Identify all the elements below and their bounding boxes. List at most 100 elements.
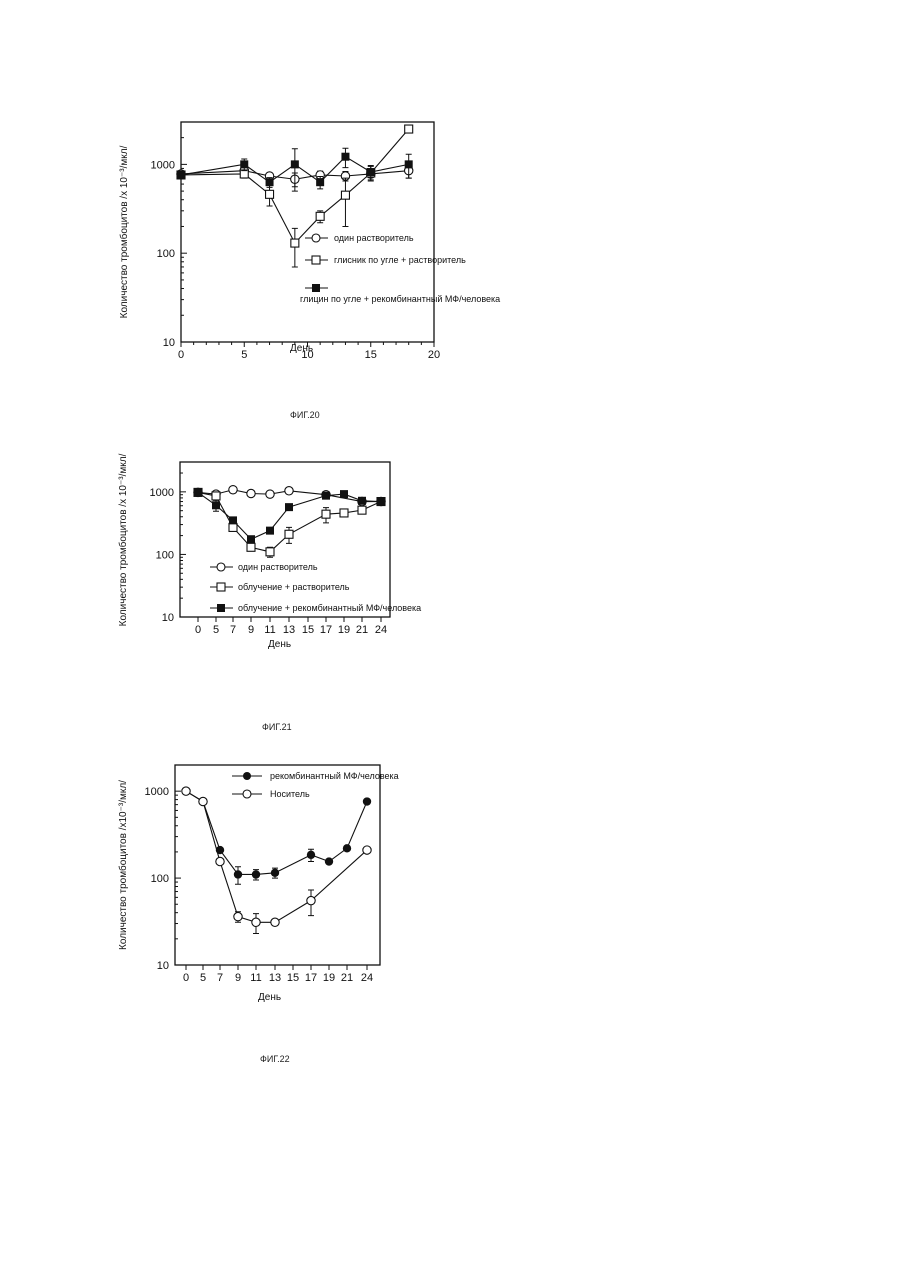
- legend-entry-3: облучение + рекомбинантный МФ/человека: [238, 603, 421, 613]
- data-point: [341, 153, 349, 161]
- data-point: [266, 190, 274, 198]
- data-point: [247, 535, 255, 543]
- data-point: [322, 492, 330, 500]
- y-axis-label: Количество тромбоцитов /х 10⁻³/мкл/: [117, 453, 129, 626]
- data-point: [285, 530, 293, 538]
- x-tick-label: 11: [264, 624, 275, 636]
- x-tick-label: 7: [230, 624, 236, 636]
- data-point: [212, 501, 220, 509]
- data-point: [322, 510, 330, 518]
- data-point: [229, 516, 237, 524]
- figure-20: 101001000 05101520 Количество тромбоцито…: [0, 95, 900, 435]
- data-point: [240, 170, 248, 178]
- y-tick-label: 100: [151, 873, 169, 885]
- x-axis-label: День: [258, 992, 281, 1003]
- legend-entry-2: Носитель: [270, 789, 310, 799]
- data-point: [285, 503, 293, 511]
- data-point: [325, 857, 333, 865]
- data-point: [266, 527, 274, 535]
- figure-21: 101001000 057911131517192124 Количество …: [0, 440, 900, 740]
- x-tick-label: 15: [365, 349, 377, 361]
- plot-frame: [181, 122, 434, 342]
- legend-entry-1: один растворитель: [334, 233, 414, 243]
- x-tick-label: 15: [287, 972, 299, 984]
- x-tick-label: 5: [241, 349, 247, 361]
- legend: один растворитель глисник по углe + раст…: [300, 233, 500, 304]
- x-ticks: 057911131517192124: [183, 965, 373, 984]
- data-point: [247, 489, 255, 497]
- x-tick-label: 21: [341, 972, 353, 984]
- y-axis-label: Количество тромбоцитов /х 10⁻³/мкл/: [118, 145, 130, 318]
- data-point: [358, 506, 366, 514]
- legend-marker-open-square: [217, 583, 225, 591]
- series-1: [194, 486, 385, 506]
- legend-marker-open-circle: [312, 234, 320, 242]
- figure-22: 101001000 057911131517192124 Количество …: [0, 755, 900, 1075]
- series-2: [177, 125, 413, 267]
- data-point: [229, 486, 237, 494]
- x-axis-label: День: [290, 343, 313, 354]
- figure-caption: ФИГ.21: [262, 722, 292, 732]
- data-point: [194, 488, 202, 496]
- x-tick-label: 5: [213, 624, 219, 636]
- x-tick-label: 20: [428, 349, 440, 361]
- series-line: [186, 791, 367, 874]
- series-3: [177, 148, 413, 191]
- data-point: [271, 918, 279, 926]
- x-tick-label: 13: [269, 972, 281, 984]
- x-tick-label: 7: [217, 972, 223, 984]
- data-point: [343, 844, 351, 852]
- x-tick-label: 19: [323, 972, 335, 984]
- data-point: [285, 487, 293, 495]
- x-tick-label: 13: [283, 624, 295, 636]
- data-point: [291, 160, 299, 168]
- x-axis-label: День: [268, 639, 291, 650]
- data-point: [182, 787, 190, 795]
- legend-entry-1: один растворитель: [238, 562, 318, 572]
- plot-frame: [180, 462, 390, 617]
- data-point: [316, 178, 324, 186]
- data-point: [229, 523, 237, 531]
- data-point: [199, 797, 207, 805]
- legend-entry-2: облучение + растворитель: [238, 582, 350, 592]
- x-tick-label: 11: [250, 972, 261, 984]
- legend-marker-filled-square: [312, 284, 320, 292]
- error-bar: [342, 178, 348, 226]
- series-line: [186, 791, 367, 922]
- y-tick-label: 10: [163, 337, 175, 349]
- data-point: [266, 178, 274, 186]
- data-point: [363, 846, 371, 854]
- x-tick-label: 24: [375, 624, 387, 636]
- data-point: [316, 212, 324, 220]
- legend: рекомбинантный МФ/человека Носитель: [232, 771, 399, 799]
- data-point: [234, 912, 242, 920]
- y-tick-label: 100: [157, 248, 175, 260]
- x-tick-label: 9: [248, 624, 254, 636]
- data-point: [177, 171, 185, 179]
- x-tick-label: 5: [200, 972, 206, 984]
- series-1: [182, 787, 371, 884]
- data-point: [291, 239, 299, 247]
- x-tick-label: 0: [183, 972, 189, 984]
- y-tick-label: 1000: [151, 159, 175, 171]
- data-point: [358, 497, 366, 505]
- data-point: [266, 548, 274, 556]
- data-point: [271, 869, 279, 877]
- y-tick-label: 1000: [145, 786, 169, 798]
- error-bar: [292, 228, 298, 267]
- y-tick-label: 10: [157, 960, 169, 972]
- data-point: [405, 160, 413, 168]
- plot-area: [177, 125, 413, 267]
- legend-marker-open-circle: [217, 563, 225, 571]
- x-tick-label: 15: [302, 624, 314, 636]
- data-point: [340, 509, 348, 517]
- legend-marker-open-square: [312, 256, 320, 264]
- figure-caption: ФИГ.20: [290, 410, 320, 420]
- figure-caption: ФИГ.22: [260, 1054, 290, 1064]
- series-2: [182, 787, 371, 934]
- data-point: [363, 797, 371, 805]
- y-tick-label: 100: [156, 549, 174, 561]
- data-point: [340, 490, 348, 498]
- data-point: [216, 857, 224, 865]
- data-point: [405, 125, 413, 133]
